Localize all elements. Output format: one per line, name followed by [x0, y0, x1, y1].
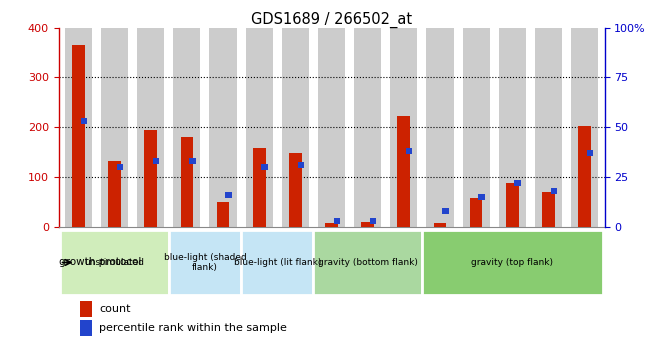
Bar	[174, 28, 200, 227]
Bar	[426, 28, 454, 227]
Bar	[398, 116, 410, 227]
Bar	[137, 28, 164, 227]
Bar	[189, 158, 196, 164]
Bar	[81, 118, 87, 124]
Bar	[101, 28, 128, 227]
Bar	[354, 28, 381, 227]
Bar	[298, 162, 304, 168]
Bar	[169, 230, 241, 295]
Bar	[117, 164, 124, 170]
Bar	[72, 45, 84, 227]
Bar	[325, 223, 338, 227]
Text: count: count	[99, 304, 131, 314]
Text: percentile rank within the sample: percentile rank within the sample	[99, 323, 287, 333]
Text: blue-light (lit flank): blue-light (lit flank)	[233, 258, 321, 267]
Bar	[571, 28, 598, 227]
Text: unstimulated: unstimulated	[84, 258, 144, 267]
Bar	[241, 230, 313, 295]
Bar	[181, 137, 193, 227]
Bar	[442, 208, 448, 214]
Bar	[470, 198, 482, 227]
Bar	[361, 221, 374, 227]
Bar	[253, 148, 265, 227]
Title: GDS1689 / 266502_at: GDS1689 / 266502_at	[251, 11, 412, 28]
Bar	[261, 164, 268, 170]
Bar	[216, 202, 229, 227]
Bar	[406, 148, 413, 154]
Bar	[514, 180, 521, 186]
Bar	[499, 28, 526, 227]
Bar	[587, 150, 593, 156]
Bar	[108, 161, 121, 227]
Bar	[289, 153, 302, 227]
Bar	[333, 218, 340, 224]
Bar	[144, 130, 157, 227]
Bar	[370, 218, 376, 224]
Bar	[313, 230, 422, 295]
Text: growth protocol: growth protocol	[59, 257, 142, 267]
Bar	[153, 158, 159, 164]
Bar	[225, 192, 231, 198]
Bar	[506, 183, 519, 227]
Bar	[578, 126, 591, 227]
Bar	[478, 194, 485, 200]
Bar	[422, 230, 603, 295]
Bar	[282, 28, 309, 227]
Bar	[542, 192, 555, 227]
Bar	[81, 320, 92, 336]
Bar	[463, 28, 489, 227]
Bar	[65, 28, 92, 227]
Text: gravity (top flank): gravity (top flank)	[471, 258, 553, 267]
Bar	[434, 223, 447, 227]
Bar	[535, 28, 562, 227]
Bar	[60, 230, 169, 295]
Text: blue-light (shaded
flank): blue-light (shaded flank)	[164, 253, 246, 272]
Bar	[81, 302, 92, 317]
Bar	[318, 28, 345, 227]
Bar	[246, 28, 273, 227]
Bar	[209, 28, 237, 227]
Bar	[551, 188, 557, 194]
Text: gravity (bottom flank): gravity (bottom flank)	[318, 258, 417, 267]
Bar	[390, 28, 417, 227]
